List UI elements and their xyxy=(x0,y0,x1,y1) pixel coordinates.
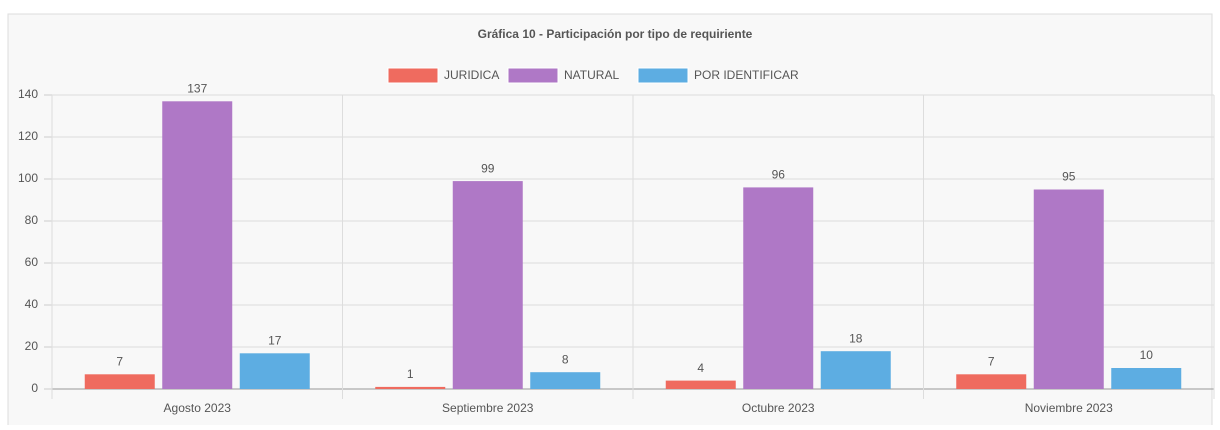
data-label: 4 xyxy=(697,361,704,375)
bar xyxy=(452,181,523,389)
y-tick-label: 60 xyxy=(25,255,39,269)
data-label: 1 xyxy=(407,367,414,381)
bar xyxy=(530,372,601,389)
legend-label: POR IDENTIFICAR xyxy=(694,68,799,82)
bar xyxy=(820,351,891,389)
data-label: 7 xyxy=(116,354,123,368)
legend-label: NATURAL xyxy=(564,68,619,82)
x-tick-label: Octubre 2023 xyxy=(742,401,815,415)
data-label: 99 xyxy=(481,161,495,175)
x-tick-label: Agosto 2023 xyxy=(164,401,232,415)
bar xyxy=(375,386,446,389)
legend-label: JURIDICA xyxy=(444,68,499,82)
y-tick-label: 0 xyxy=(31,381,38,395)
x-tick-label: Septiembre 2023 xyxy=(442,401,534,415)
y-tick-label: 100 xyxy=(18,171,38,185)
bar xyxy=(1033,189,1104,389)
bar xyxy=(743,187,814,389)
y-tick-label: 20 xyxy=(25,339,39,353)
bar xyxy=(84,374,155,389)
legend-swatch xyxy=(387,67,439,84)
y-tick-label: 120 xyxy=(18,129,38,143)
chart-title: Gráfica 10 - Participación por tipo de r… xyxy=(478,27,753,41)
x-tick-label: Noviembre 2023 xyxy=(1025,401,1113,415)
data-label: 8 xyxy=(562,352,569,366)
bar xyxy=(1111,368,1182,389)
y-tick-label: 40 xyxy=(25,297,39,311)
data-label: 137 xyxy=(187,81,207,95)
y-tick-label: 140 xyxy=(18,87,38,101)
bar xyxy=(956,374,1027,389)
bar xyxy=(665,380,736,389)
data-label: 17 xyxy=(268,333,282,347)
bar xyxy=(239,353,310,389)
legend-swatch xyxy=(507,67,559,84)
y-tick-label: 80 xyxy=(25,213,39,227)
data-label: 10 xyxy=(1140,348,1154,362)
data-label: 95 xyxy=(1062,170,1076,184)
data-label: 7 xyxy=(988,354,995,368)
data-label: 96 xyxy=(772,168,786,182)
bar xyxy=(162,101,233,390)
data-label: 18 xyxy=(849,331,863,345)
legend-swatch xyxy=(637,67,689,84)
